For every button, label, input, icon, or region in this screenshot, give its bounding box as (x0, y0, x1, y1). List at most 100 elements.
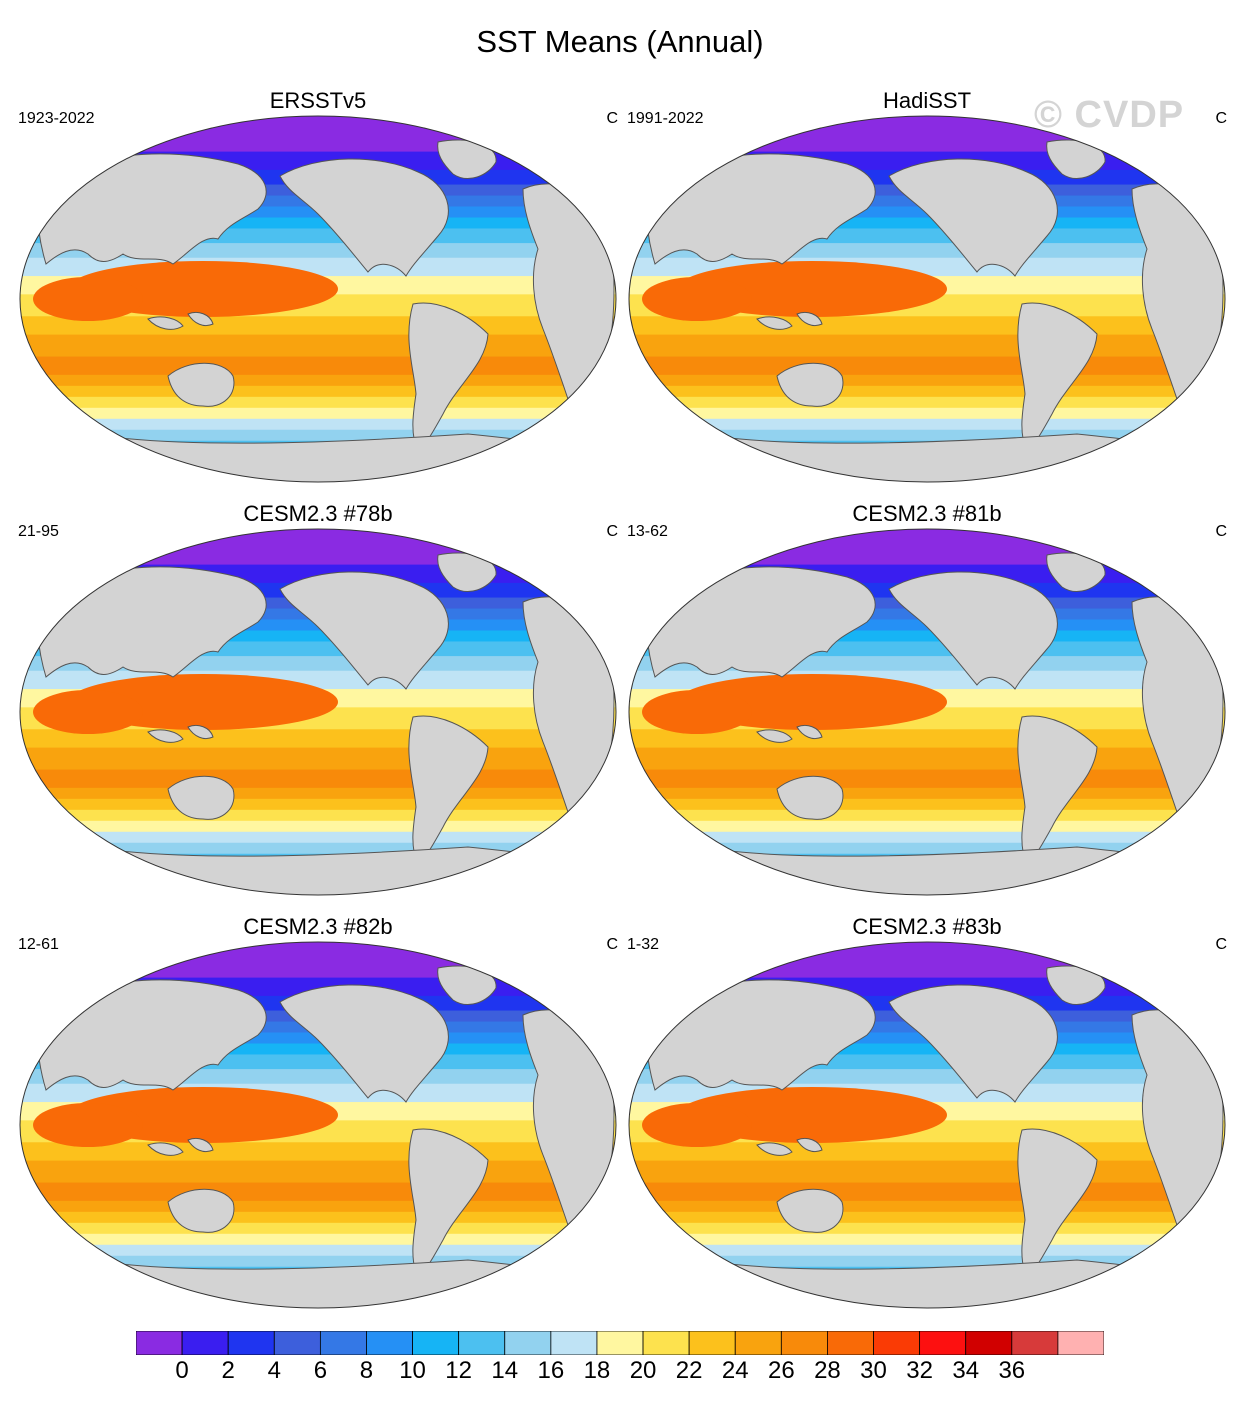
sst-band (20, 1244, 616, 1258)
panel-period: 13-62 (627, 523, 668, 540)
sst-band (20, 1182, 616, 1203)
land-mass (187, 724, 214, 740)
sst-map (19, 115, 617, 483)
map-panel: ERSSTv5 1923-2022 C (18, 88, 618, 488)
sst-band (629, 769, 1225, 790)
sst-band (20, 529, 616, 567)
colorbar-tick-label: 20 (629, 1357, 657, 1384)
sst-band (629, 1182, 1225, 1203)
colorbar (136, 1331, 1104, 1355)
colorbar-swatch (780, 1331, 828, 1355)
sst-band (20, 396, 616, 410)
colorbar-swatch (734, 1331, 782, 1355)
land-mass (796, 1137, 823, 1153)
land-mass (1017, 1128, 1098, 1279)
sst-band (20, 407, 616, 421)
map-panel: CESM2.3 #78b 21-95 C (18, 501, 618, 901)
colorbar-swatch (227, 1331, 275, 1355)
sst-band (629, 418, 1225, 432)
land-mass (147, 316, 184, 330)
land-mass (279, 158, 449, 277)
colorbar-swatch (642, 1331, 690, 1355)
land-mass (776, 362, 844, 407)
land-mass (167, 1188, 235, 1233)
map-border (628, 941, 1226, 1309)
land-mass (646, 566, 876, 678)
colorbar-tick-label: 12 (445, 1357, 472, 1384)
map-border (19, 528, 617, 896)
land-mass (796, 311, 823, 327)
land-mass (37, 979, 267, 1091)
land-mass (279, 984, 449, 1103)
land-mass (796, 724, 823, 740)
sst-map (19, 528, 617, 896)
map-border (628, 115, 1226, 483)
colorbar-swatch (550, 1331, 598, 1355)
sst-map (628, 115, 1226, 483)
sst-band (629, 831, 1225, 845)
colorbar-tick-label: 14 (491, 1357, 519, 1384)
sst-band (20, 116, 616, 154)
map-panel: HadiSST 1991-2022 C (627, 88, 1227, 488)
colorbar-tick-label: 8 (359, 1357, 374, 1384)
colorbar-tick-label: 2 (221, 1357, 235, 1384)
land-mass (776, 1188, 844, 1233)
panel-units: C (606, 523, 618, 540)
warm-pool (33, 1103, 143, 1147)
land-mass (646, 979, 876, 1091)
colorbar-tick-label: 28 (814, 1357, 841, 1384)
colorbar-tick-label: 24 (721, 1357, 749, 1384)
panel-period: 1991-2022 (627, 110, 704, 127)
colorbar-swatch (319, 1331, 367, 1355)
land-mass (408, 1128, 489, 1279)
sst-band (629, 529, 1225, 567)
sst-band (629, 1222, 1225, 1236)
sst-band (20, 820, 616, 834)
land-mass (187, 1137, 214, 1153)
sst-band (20, 1160, 616, 1185)
panel-period: 1-32 (627, 936, 660, 953)
colorbar-swatch (919, 1331, 967, 1355)
land-mass (167, 362, 235, 407)
land-mass (756, 1142, 793, 1156)
sst-band (20, 831, 616, 845)
colorbar-swatch (1057, 1331, 1104, 1355)
land-mass (187, 311, 214, 327)
map-border (19, 115, 617, 483)
warm-pool (642, 1103, 752, 1147)
sst-band (629, 356, 1225, 377)
panel-title: CESM2.3 #78b (243, 501, 393, 526)
colorbar-swatch (596, 1331, 644, 1355)
colorbar-swatch (458, 1331, 506, 1355)
panel-period: 1923-2022 (18, 110, 95, 127)
panel-units: C (1215, 523, 1227, 540)
colorbar-swatch (1011, 1331, 1059, 1355)
colorbar-swatch (965, 1331, 1013, 1355)
sst-band (20, 809, 616, 823)
map-border (628, 528, 1226, 896)
sst-band (629, 1244, 1225, 1258)
sst-map (628, 941, 1226, 1309)
map-panel: CESM2.3 #83b 1-32 C (627, 914, 1227, 1314)
panel-units: C (1215, 936, 1227, 953)
colorbar-swatch (688, 1331, 736, 1355)
sst-band (20, 942, 616, 980)
panel-title: HadiSST (882, 88, 972, 113)
panel-title: CESM2.3 #82b (243, 914, 393, 939)
sst-band (629, 385, 1225, 399)
sst-band (20, 418, 616, 432)
land-mass (408, 302, 489, 453)
colorbar-swatch (181, 1331, 229, 1355)
sst-band (20, 1233, 616, 1247)
land-mass (888, 984, 1058, 1103)
panel-title: CESM2.3 #81b (852, 501, 1002, 526)
warm-pool (642, 277, 752, 321)
land-mass (1017, 715, 1098, 866)
colorbar-swatch (827, 1331, 874, 1355)
colorbar-tick-label: 6 (313, 1357, 328, 1384)
map-panel: CESM2.3 #82b 12-61 C (18, 914, 618, 1314)
panel-period: 21-95 (18, 523, 59, 540)
land-mass (408, 715, 489, 866)
cvdp-watermark: © CVDP (1034, 94, 1185, 136)
sst-map (628, 528, 1226, 896)
